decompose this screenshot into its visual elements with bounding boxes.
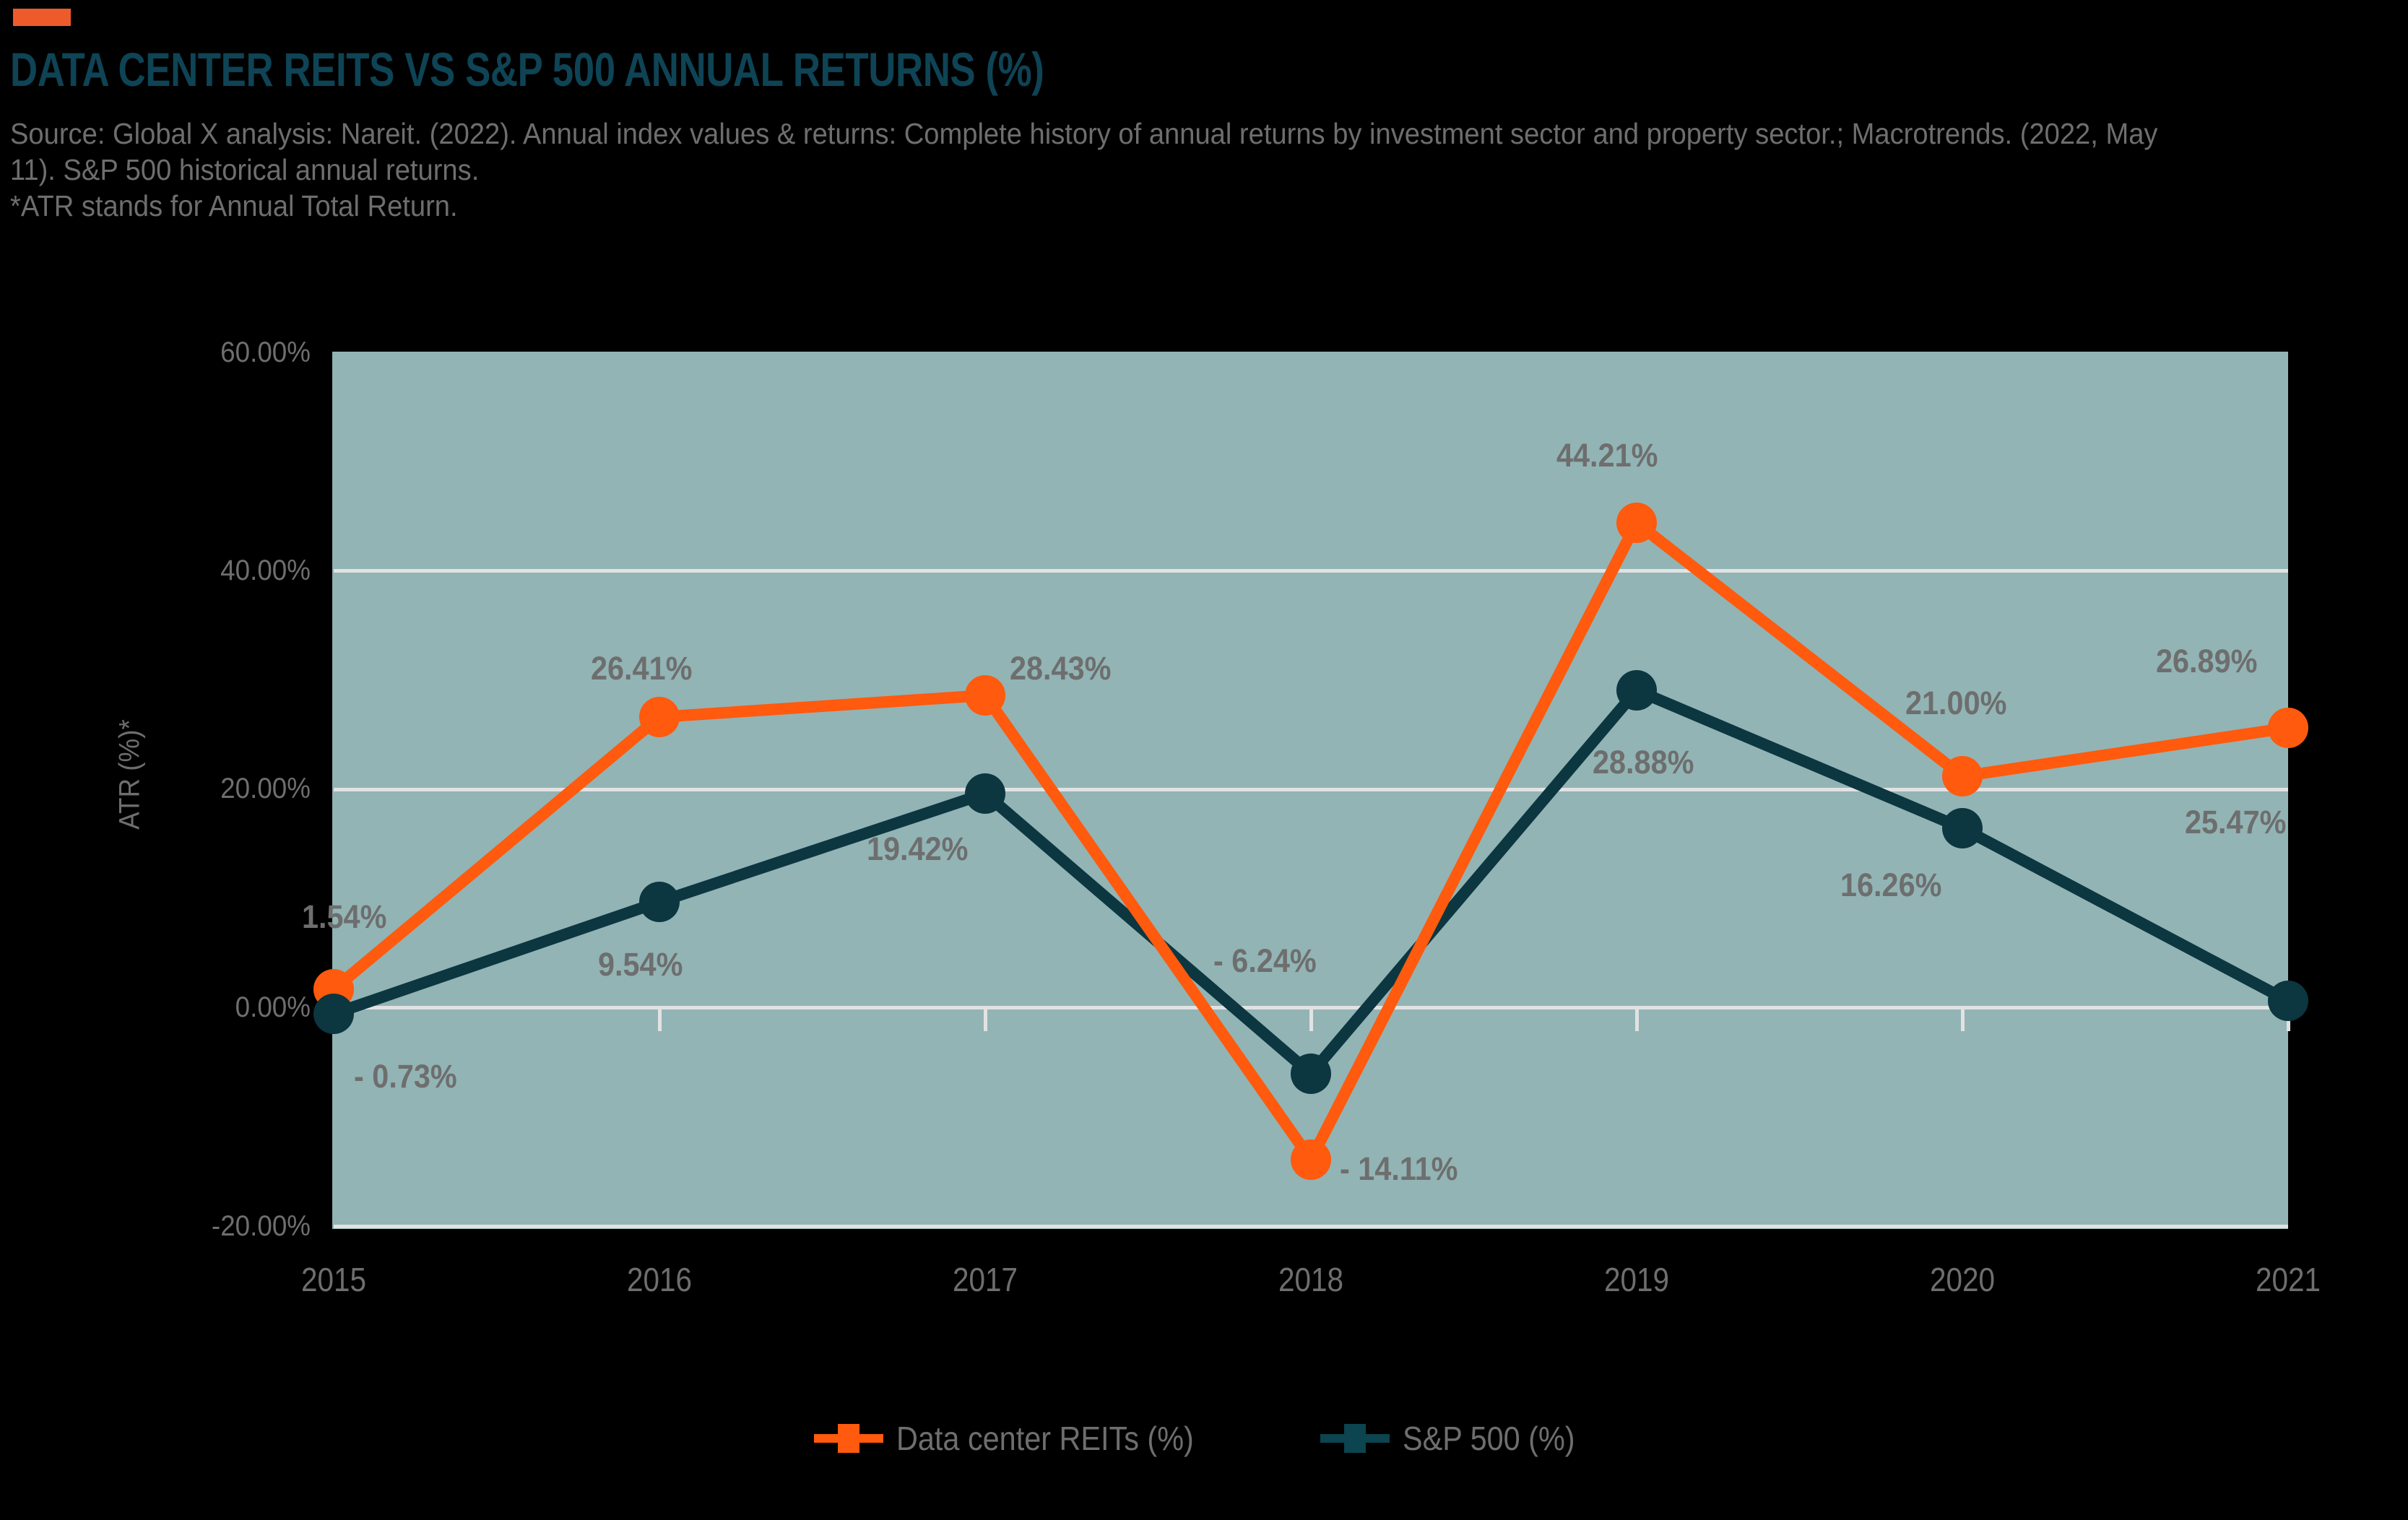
x-tick-label-2015: 2015 [300, 1261, 367, 1298]
data-label-sp500-2015: - 0.73% [354, 1058, 457, 1095]
legend-item-reits[interactable]: Data center REITs (%) [813, 1419, 1227, 1458]
plot-area [334, 352, 2290, 1229]
gridline-minus20 [334, 1225, 2288, 1228]
x-tick-2021 [2287, 1009, 2290, 1031]
data-label-sp500-2020: 16.26% [1840, 867, 1942, 903]
y-tick-label-0: 0.00% [235, 991, 311, 1023]
y-tick-label-60: 60.00% [220, 336, 311, 368]
gridline-20 [334, 788, 2288, 791]
legend-marker-reits-icon [813, 1424, 883, 1453]
data-label-reits-2016: 26.41% [591, 650, 693, 687]
x-tick-label-2020: 2020 [1929, 1261, 1996, 1298]
data-label-sp500-2021: 26.89% [2156, 643, 2258, 679]
x-tick-2017 [984, 1009, 987, 1031]
x-tick-label-2021: 2021 [2255, 1261, 2321, 1298]
x-tick-label-2016: 2016 [626, 1261, 693, 1298]
data-label-reits-2020: 21.00% [1905, 685, 2007, 721]
y-axis-title: ATR (%)* [113, 719, 146, 830]
gridline-40 [334, 569, 2288, 573]
data-label-reits-2021: 25.47% [2185, 804, 2287, 841]
data-label-reits-2017: 28.43% [1010, 650, 1112, 687]
y-tick-label-20: 20.00% [220, 773, 311, 804]
x-tick-2016 [658, 1009, 662, 1031]
x-tick-label-2018: 2018 [1278, 1261, 1344, 1298]
x-tick-label-2019: 2019 [1603, 1261, 1670, 1298]
page-title: DATA CENTER REITS VS S&P 500 ANNUAL RETU… [10, 43, 1044, 96]
chart-legend: Data center REITs (%) S&P 500 (%) [0, 1419, 2408, 1458]
data-label-reits-2018: - 14.11% [1340, 1150, 1458, 1187]
x-tick-2018 [1309, 1009, 1313, 1031]
data-label-sp500-2018: - 6.24% [1213, 942, 1317, 979]
y-tick-label-minus20: -20.00% [211, 1210, 311, 1242]
data-label-sp500-2016: 9.54% [598, 946, 683, 983]
data-label-reits-2019: 44.21% [1556, 437, 1658, 474]
data-label-reits-2015: 1.54% [302, 898, 387, 935]
legend-item-sp500[interactable]: S&P 500 (%) [1320, 1419, 1594, 1458]
brand-accent-bar [13, 9, 71, 26]
x-tick-2019 [1635, 1009, 1639, 1031]
data-label-sp500-2017: 19.42% [867, 830, 969, 867]
legend-marker-sp500-icon [1320, 1424, 1390, 1453]
x-tick-label-2017: 2017 [952, 1261, 1018, 1298]
data-label-sp500-2019: 28.88% [1593, 744, 1694, 781]
x-tick-2020 [1961, 1009, 1965, 1031]
y-tick-label-40: 40.00% [220, 555, 311, 586]
source-note: Source: Global X analysis: Nareit. (2022… [10, 117, 2158, 223]
legend-label-sp500: S&P 500 (%) [1403, 1420, 1575, 1457]
legend-label-reits: Data center REITs (%) [896, 1420, 1194, 1457]
